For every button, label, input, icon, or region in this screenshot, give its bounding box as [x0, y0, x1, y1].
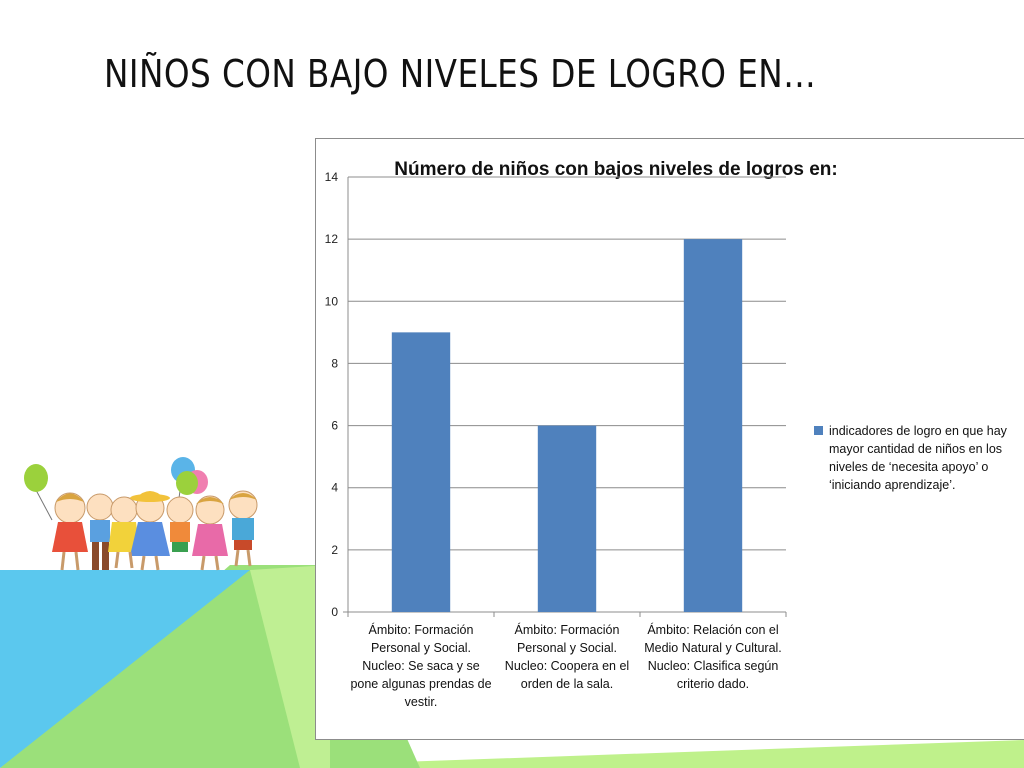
y-tick-label: 0: [331, 605, 338, 619]
category-label: Ámbito: Formación Personal y Social. Nucle…: [505, 622, 629, 691]
category-label-line: Personal y Social.: [371, 641, 471, 655]
y-tick-label: 2: [331, 543, 338, 557]
category-label-line: Medio Natural y Cultural.: [644, 641, 782, 655]
category-label-line: Nucleo: Se saca y se: [362, 659, 479, 673]
bar: [391, 332, 451, 612]
y-tick-label: 10: [325, 294, 339, 308]
category-label-line: Ámbito: Formación: [515, 622, 620, 637]
y-tick-label: 14: [325, 170, 339, 184]
legend-label-line: niveles de ‘necesita apoyo’ o: [829, 460, 988, 474]
slide-title: NIÑOS CON BAJO NIVELES DE LOGRO EN…: [104, 52, 817, 96]
category-labels: Ámbito: Formación Personal y Social. Nucle…: [350, 622, 781, 709]
category-label-line: Personal y Social.: [517, 641, 617, 655]
category-label-line: pone algunas prendas de: [350, 677, 491, 691]
legend-label: indicadores de logro en que hay mayor can…: [829, 424, 1008, 492]
category-label: Ámbito: Formación Personal y Social. Nucle…: [350, 622, 491, 709]
chart-container: Número de niños con bajos niveles de log…: [315, 138, 1024, 740]
deco-light-shape: [250, 565, 330, 768]
legend-label-line: mayor cantidad de niños en los: [829, 442, 1002, 456]
bar-chart: Número de niños con bajos niveles de log…: [325, 159, 1008, 709]
y-tick-label: 12: [325, 232, 339, 246]
category-label-line: orden de la sala.: [521, 677, 613, 691]
deco-lightgreen-strip: [230, 740, 1024, 768]
legend: indicadores de logro en que hay mayor can…: [814, 424, 1008, 492]
y-tick-label: 4: [331, 481, 338, 495]
bar: [683, 239, 743, 612]
chart-title: Número de niños con bajos niveles de log…: [394, 159, 837, 180]
category-label-line: Ámbito: Relación con el: [647, 622, 778, 637]
legend-swatch: [814, 426, 823, 435]
y-tick-label: 6: [331, 419, 338, 433]
bar: [537, 425, 597, 612]
category-label-line: Nucleo: Coopera en el: [505, 659, 629, 673]
category-label: Ámbito: Relación con el Medio Natural y C…: [644, 622, 782, 691]
category-label-line: vestir.: [405, 695, 438, 709]
legend-label-line: ‘iniciando aprendizaje’.: [829, 478, 955, 492]
category-label-line: criterio dado.: [677, 677, 749, 691]
deco-blue-shape: [0, 570, 250, 768]
y-tick-label: 8: [331, 356, 338, 370]
legend-label-line: indicadores de logro en que hay: [829, 424, 1008, 438]
category-label-line: Ámbito: Formación: [369, 622, 474, 637]
category-label-line: Nucleo: Clasifica según: [648, 659, 779, 673]
bars: [391, 239, 743, 612]
